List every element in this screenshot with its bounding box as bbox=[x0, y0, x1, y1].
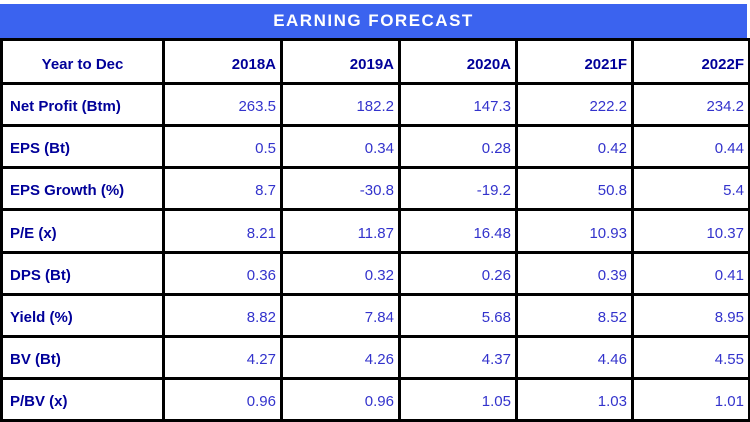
value-cell: 16.48 bbox=[398, 208, 518, 254]
value-cell: -30.8 bbox=[280, 166, 401, 212]
value-cell: 0.44 bbox=[631, 124, 750, 170]
value-cell: 0.96 bbox=[280, 376, 401, 422]
row-label: Net Profit (Btm) bbox=[0, 81, 165, 128]
value-cell: 5.68 bbox=[398, 292, 518, 338]
value-cell: 263.5 bbox=[162, 81, 283, 128]
row-label: P/E (x) bbox=[0, 208, 165, 254]
value-cell: 8.95 bbox=[631, 292, 750, 338]
value-cell: 4.27 bbox=[162, 334, 283, 380]
table-row-eps-growth: EPS Growth (%) 8.7 -30.8 -19.2 50.8 5.4 bbox=[0, 166, 750, 212]
column-header-2021f: 2021F bbox=[515, 38, 634, 85]
value-cell: 147.3 bbox=[398, 81, 518, 128]
value-cell: 1.05 bbox=[398, 376, 518, 422]
value-cell: 8.7 bbox=[162, 166, 283, 212]
row-label: BV (Bt) bbox=[0, 334, 165, 380]
value-cell: 222.2 bbox=[515, 81, 634, 128]
row-label: P/BV (x) bbox=[0, 376, 165, 422]
value-cell: 0.28 bbox=[398, 124, 518, 170]
value-cell: 0.34 bbox=[280, 124, 401, 170]
value-cell: 8.21 bbox=[162, 208, 283, 254]
value-cell: 10.37 bbox=[631, 208, 750, 254]
table-row-eps: EPS (Bt) 0.5 0.34 0.28 0.42 0.44 bbox=[0, 124, 750, 170]
column-header-2019a: 2019A bbox=[280, 38, 401, 85]
value-cell: 0.39 bbox=[515, 250, 634, 296]
value-cell: 0.32 bbox=[280, 250, 401, 296]
value-cell: 8.82 bbox=[162, 292, 283, 338]
value-cell: 234.2 bbox=[631, 81, 750, 128]
value-cell: 0.41 bbox=[631, 250, 750, 296]
value-cell: 10.93 bbox=[515, 208, 634, 254]
value-cell: 4.26 bbox=[280, 334, 401, 380]
value-cell: 1.01 bbox=[631, 376, 750, 422]
column-header-2022f: 2022F bbox=[631, 38, 750, 85]
row-label: EPS (Bt) bbox=[0, 124, 165, 170]
table-row-dps: DPS (Bt) 0.36 0.32 0.26 0.39 0.41 bbox=[0, 250, 750, 296]
value-cell: 4.46 bbox=[515, 334, 634, 380]
row-label: Yield (%) bbox=[0, 292, 165, 338]
value-cell: 8.52 bbox=[515, 292, 634, 338]
column-header-2018a: 2018A bbox=[162, 38, 283, 85]
value-cell: 0.42 bbox=[515, 124, 634, 170]
value-cell: 11.87 bbox=[280, 208, 401, 254]
table-row-pbv: P/BV (x) 0.96 0.96 1.05 1.03 1.01 bbox=[0, 376, 750, 422]
value-cell: 182.2 bbox=[280, 81, 401, 128]
value-cell: 5.4 bbox=[631, 166, 750, 212]
row-label: EPS Growth (%) bbox=[0, 166, 165, 212]
page-title: EARNING FORECAST bbox=[273, 11, 474, 30]
value-cell: -19.2 bbox=[398, 166, 518, 212]
forecast-table: Year to Dec 2018A 2019A 2020A 2021F 2022… bbox=[0, 38, 750, 422]
value-cell: 50.8 bbox=[515, 166, 634, 212]
title-bar: EARNING FORECAST bbox=[0, 4, 747, 38]
column-header-2020a: 2020A bbox=[398, 38, 518, 85]
value-cell: 0.96 bbox=[162, 376, 283, 422]
value-cell: 0.36 bbox=[162, 250, 283, 296]
value-cell: 0.26 bbox=[398, 250, 518, 296]
column-header-year-to-dec: Year to Dec bbox=[0, 38, 165, 85]
table-row-bv: BV (Bt) 4.27 4.26 4.37 4.46 4.55 bbox=[0, 334, 750, 380]
value-cell: 0.5 bbox=[162, 124, 283, 170]
value-cell: 4.37 bbox=[398, 334, 518, 380]
value-cell: 7.84 bbox=[280, 292, 401, 338]
table-row-yield: Yield (%) 8.82 7.84 5.68 8.52 8.95 bbox=[0, 292, 750, 338]
table-row-pe: P/E (x) 8.21 11.87 16.48 10.93 10.37 bbox=[0, 208, 750, 254]
row-label: DPS (Bt) bbox=[0, 250, 165, 296]
value-cell: 4.55 bbox=[631, 334, 750, 380]
table-row-net-profit: Net Profit (Btm) 263.5 182.2 147.3 222.2… bbox=[0, 81, 750, 128]
value-cell: 1.03 bbox=[515, 376, 634, 422]
header-row: Year to Dec 2018A 2019A 2020A 2021F 2022… bbox=[0, 38, 750, 85]
